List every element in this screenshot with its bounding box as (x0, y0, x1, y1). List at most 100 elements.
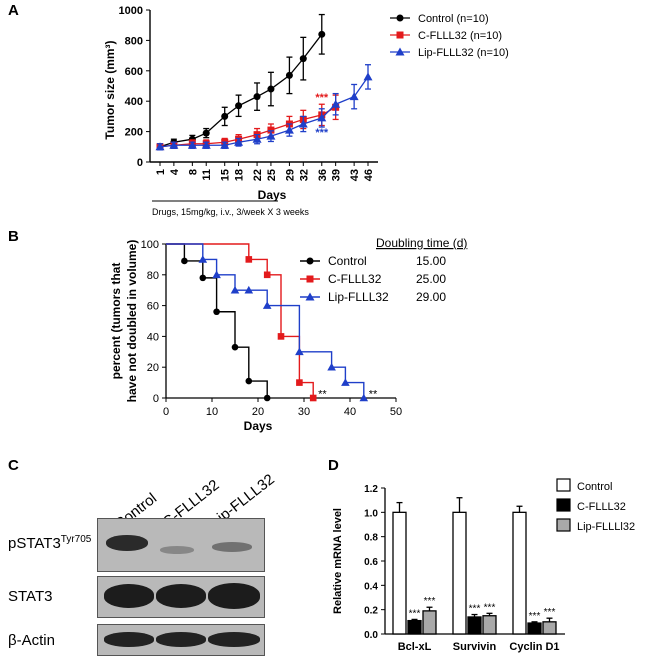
legend-swatch (556, 518, 571, 532)
y-tick-label: 40 (147, 331, 159, 343)
x-tick-label: 46 (363, 169, 375, 181)
data-point (262, 301, 272, 309)
data-point (212, 270, 221, 279)
y-tick-label: 0.4 (364, 581, 378, 592)
y-tick-label: 60 (147, 301, 159, 313)
x-axis-title: Days (244, 419, 273, 433)
western-blot-panel: Control C-FLLL32 Lip-FLLL32 pSTAT3Tyr705… (0, 458, 330, 662)
data-point (221, 112, 229, 120)
y-tick-label: 400 (125, 96, 143, 108)
band (208, 583, 260, 609)
data-point (244, 285, 254, 294)
data-point (199, 274, 207, 282)
legend-label: Lip-FLLL32 (328, 290, 389, 304)
significance-mark: ** (369, 388, 378, 400)
y-tick-label: 20 (147, 362, 159, 374)
x-tick-label: 8 (187, 169, 199, 175)
bar (407, 619, 422, 635)
significance-mark: *** (409, 608, 421, 619)
data-point (318, 30, 326, 38)
x-tick-label: 36 (317, 169, 329, 181)
data-point (267, 85, 275, 93)
y-axis-title: Tumor size (mm³) (103, 40, 117, 139)
significance-mark: *** (315, 127, 329, 139)
category-label: Survivin (453, 641, 497, 653)
km-step-line (166, 243, 365, 398)
x-tick-label: 20 (252, 406, 264, 418)
data-point (341, 378, 350, 386)
bar (452, 511, 467, 635)
x-tick-label: 1 (155, 169, 167, 175)
bar (422, 610, 437, 635)
x-tick-label: 39 (331, 169, 343, 181)
y-tick-label: 0.2 (364, 606, 378, 617)
blot-strip-stat3 (97, 576, 265, 618)
legend-label: Control (328, 254, 367, 268)
y-tick-label: 80 (147, 270, 159, 282)
data-point (220, 140, 230, 149)
data-point (266, 131, 276, 140)
data-point (252, 134, 262, 143)
data-point (235, 102, 243, 110)
x-tick-label: 15 (220, 169, 232, 181)
data-point (331, 99, 341, 108)
data-point (298, 119, 308, 128)
x-tick-label: 50 (390, 406, 402, 418)
legend-doubling-time: 29.00 (416, 290, 446, 304)
data-point (231, 343, 239, 351)
data-point (277, 333, 285, 340)
panel-a-letter: A (8, 2, 19, 19)
x-tick-label: 25 (266, 169, 278, 181)
legend-swatch (556, 478, 571, 492)
y-tick-label: 0.0 (364, 630, 378, 641)
data-point (349, 92, 359, 101)
band (160, 546, 194, 554)
series-0 (166, 243, 271, 402)
legend-label: C-FLLL32 (n=10) (418, 30, 502, 42)
legend-swatch (556, 498, 571, 512)
data-point (201, 140, 211, 149)
band (156, 584, 206, 608)
data-point (253, 93, 261, 101)
y-tick-label: 600 (125, 66, 143, 78)
significance-mark: *** (315, 92, 329, 104)
series-2 (155, 64, 373, 151)
mrna-bar-chart: 0.0 0.2 0.4 0.6 0.8 1.0 1.2 Relative mRNA level… (332, 478, 635, 653)
panel-b-letter: B (8, 228, 19, 245)
x-tick-label: 32 (298, 169, 310, 181)
y-tick-label: 0.6 (364, 557, 378, 568)
data-point (317, 113, 327, 122)
data-point (295, 347, 304, 356)
series-1 (166, 243, 317, 402)
data-point (296, 379, 303, 386)
legend-label: C-FLLL32 (328, 272, 382, 286)
data-point (299, 55, 307, 63)
band (208, 632, 260, 647)
significance-mark: *** (469, 604, 481, 615)
legend-marker (396, 31, 404, 39)
y-tick-label: 100 (141, 239, 159, 251)
data-point (213, 308, 220, 316)
data-point (245, 256, 253, 263)
legend-label: Control (577, 481, 612, 493)
x-tick-label: 4 (169, 168, 181, 175)
blot-strip-pstat3 (97, 518, 265, 572)
x-tick-label: 29 (284, 169, 296, 181)
legend-doubling-time: 15.00 (416, 254, 446, 268)
y-tick-label: 0 (137, 157, 143, 169)
data-point (169, 140, 179, 149)
bar (467, 616, 482, 635)
y-axis-title-line1: percent (tumors that (109, 263, 123, 380)
data-point (245, 377, 253, 385)
y-tick-label: 1.2 (364, 484, 378, 495)
blot-strip-beta-actin (97, 624, 265, 656)
x-tick-label: 43 (349, 169, 361, 181)
data-point (285, 71, 293, 79)
legend-label: C-FLLL32 (577, 501, 626, 513)
tumor-growth-chart: 0 200 400 600 800 1000 1 4 8 11 15 18 22 25 29 32 36 39 43… (103, 5, 509, 217)
bar (542, 621, 557, 635)
y-tick-label: 800 (125, 35, 143, 47)
blot-label-pstat3: pSTAT3Tyr705 (8, 534, 92, 552)
data-point (309, 394, 317, 402)
data-point (187, 140, 197, 149)
